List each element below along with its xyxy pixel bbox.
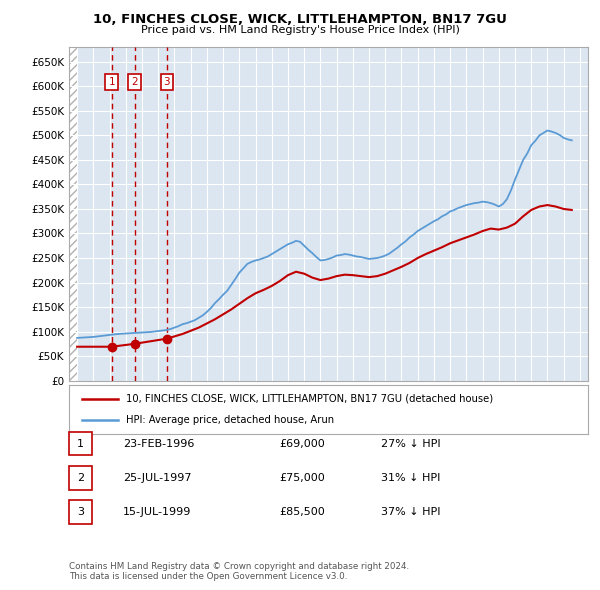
Text: 25-JUL-1997: 25-JUL-1997 xyxy=(123,473,191,483)
Text: £75,000: £75,000 xyxy=(279,473,325,483)
Text: 3: 3 xyxy=(77,507,84,517)
Text: £69,000: £69,000 xyxy=(279,439,325,448)
Text: 23-FEB-1996: 23-FEB-1996 xyxy=(123,439,194,448)
Text: £85,500: £85,500 xyxy=(279,507,325,517)
Text: Contains HM Land Registry data © Crown copyright and database right 2024.
This d: Contains HM Land Registry data © Crown c… xyxy=(69,562,409,581)
Text: 37% ↓ HPI: 37% ↓ HPI xyxy=(381,507,440,517)
Text: 10, FINCHES CLOSE, WICK, LITTLEHAMPTON, BN17 7GU (detached house): 10, FINCHES CLOSE, WICK, LITTLEHAMPTON, … xyxy=(126,394,493,404)
Text: 1: 1 xyxy=(77,439,84,448)
Text: 27% ↓ HPI: 27% ↓ HPI xyxy=(381,439,440,448)
Text: 31% ↓ HPI: 31% ↓ HPI xyxy=(381,473,440,483)
Text: 10, FINCHES CLOSE, WICK, LITTLEHAMPTON, BN17 7GU: 10, FINCHES CLOSE, WICK, LITTLEHAMPTON, … xyxy=(93,13,507,26)
Text: 2: 2 xyxy=(77,473,84,483)
Text: 1: 1 xyxy=(109,77,115,87)
Text: 2: 2 xyxy=(131,77,138,87)
Text: Price paid vs. HM Land Registry's House Price Index (HPI): Price paid vs. HM Land Registry's House … xyxy=(140,25,460,35)
Text: HPI: Average price, detached house, Arun: HPI: Average price, detached house, Arun xyxy=(126,415,334,425)
Text: 15-JUL-1999: 15-JUL-1999 xyxy=(123,507,191,517)
Text: 3: 3 xyxy=(164,77,170,87)
